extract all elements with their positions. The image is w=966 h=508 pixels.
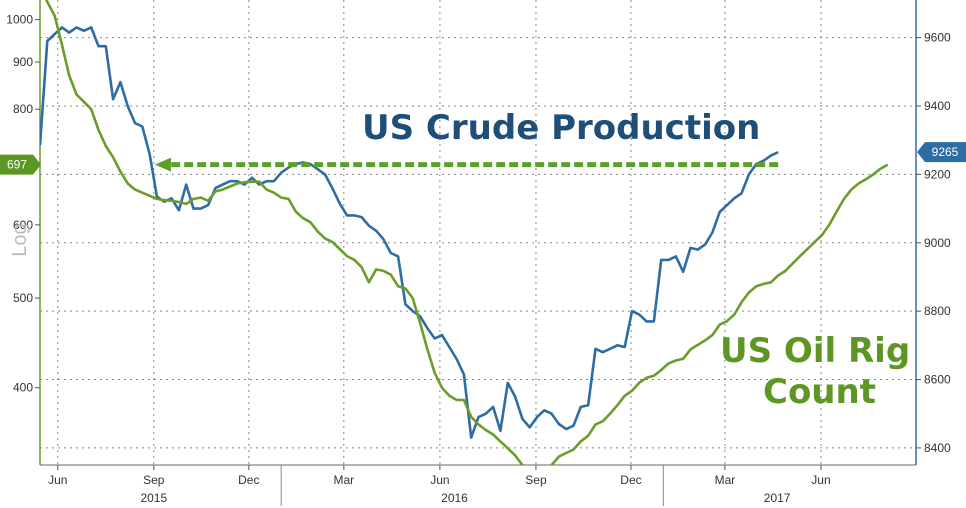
right-value-tag [917,142,966,163]
x-tick-label: Sep [143,473,165,487]
x-tick-label: Mar [333,473,354,487]
annotations: US Crude Production US Oil Rig Count [362,108,910,412]
right-axis-ticks: 8400 8600 8800 9000 9200 9400 9600 [916,31,951,455]
right-tick-label: 8600 [924,373,951,387]
right-tick-label: 9400 [924,99,951,113]
arrow-head [154,157,171,172]
right-tick-label: 8400 [924,441,951,455]
x-tick-label: Mar [715,473,736,487]
left-tick-label: 800 [13,102,33,116]
year-label: 2016 [441,491,468,505]
left-tick-label: 600 [13,218,33,232]
x-tick-label: Sep [525,473,547,487]
x-tick-label: Jun [48,473,67,487]
right-tick-label: 9000 [924,236,951,250]
right-value-tag-label: 9265 [932,145,959,159]
series-layer [40,0,889,465]
left-tick-label: 1000 [6,13,33,27]
year-label: 2015 [140,491,167,505]
x-tick-label: Dec [620,473,641,487]
left-axis-label: Log [9,223,31,256]
left-tick-label: 500 [13,291,33,305]
right-tick-label: 8800 [924,304,951,318]
right-tick-label: 9600 [924,31,951,45]
gridlines [40,0,916,465]
series-us-oil-rig-count-line [45,0,889,465]
reference-arrow [154,157,779,172]
annotation-us-oil-rig: US Oil Rig [720,331,910,371]
left-tick-label: 400 [13,381,33,395]
right-tick-label: 9200 [924,167,951,181]
left-value-tag-label: 697 [7,158,27,172]
x-tick-label: Jun [430,473,449,487]
value-tags: 697 9265 [0,142,966,175]
series-us-crude-production-line [40,26,779,439]
left-tick-label: 900 [13,55,33,69]
annotation-us-crude-production: US Crude Production [362,108,760,148]
x-tick-label: Jun [811,473,830,487]
year-label: 2017 [764,491,791,505]
x-tick-label: Dec [238,473,259,487]
x-axis-ticks: Jun Sep Dec Mar Jun Sep Dec Mar Jun 2015 2016 2017 [48,465,831,506]
left-axis-ticks: 4005006007008009001000 [6,13,40,395]
annotation-count: Count [763,372,876,412]
left-value-tag [0,154,41,175]
